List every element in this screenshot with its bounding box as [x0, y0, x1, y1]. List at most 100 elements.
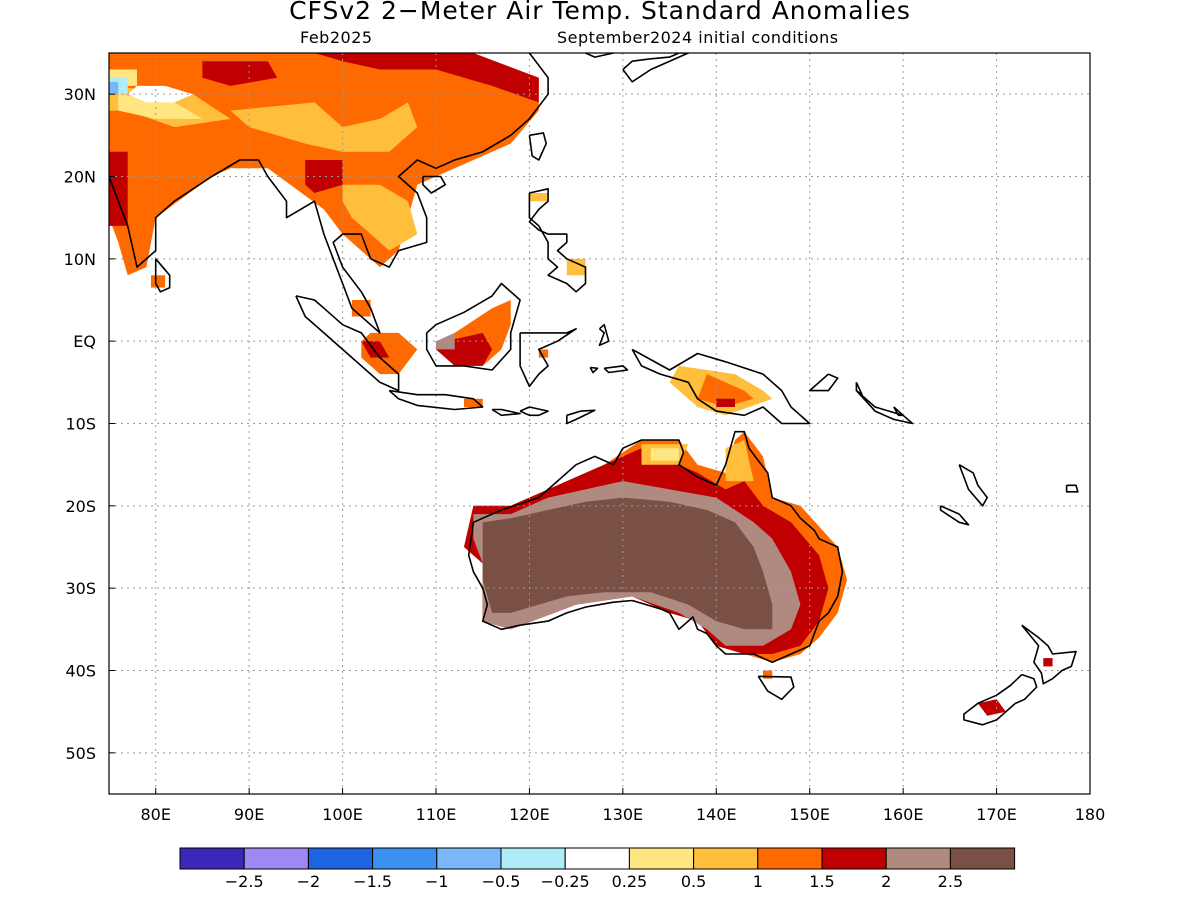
coastline — [808, 373, 839, 392]
colorbar-swatch — [693, 847, 759, 870]
colorbar-label: 2 — [881, 872, 891, 891]
coastline — [855, 389, 914, 425]
anomaly-fill-layer — [109, 53, 1053, 716]
coastline — [631, 348, 811, 425]
anomaly-region — [697, 374, 754, 407]
lon-label: 140E — [696, 805, 737, 824]
coastline — [295, 295, 400, 392]
colorbar-label: −1 — [425, 872, 449, 891]
coastline — [528, 188, 587, 293]
lon-label: 130E — [603, 805, 644, 824]
lat-label: 30N — [64, 85, 96, 104]
coastline — [519, 327, 577, 388]
colorbar-swatch — [885, 847, 951, 870]
lon-label: 110E — [416, 805, 457, 824]
lon-label: 180 — [1075, 805, 1106, 824]
anomaly-region — [650, 448, 679, 461]
colorbar-label: 1.5 — [809, 872, 834, 891]
anomaly-region — [230, 102, 418, 152]
anomaly-region — [566, 258, 586, 276]
lat-label: 30S — [65, 579, 96, 598]
lon-label: 170E — [976, 805, 1017, 824]
anomaly-region — [538, 349, 549, 358]
latitude-labels: 30N 20N 10N EQ 10S 20S 30S 40S 50S — [64, 85, 115, 763]
anomaly-region — [361, 341, 390, 358]
longitude-labels: 80E 90E 100E 110E 120E 130E 140E 150E 160E 170E 18… — [140, 788, 1105, 824]
initial-conditions: September2024 initial conditions — [557, 28, 839, 47]
coastline — [425, 282, 521, 371]
lat-label: 20N — [64, 168, 96, 187]
anomaly-region — [977, 699, 1006, 716]
coastline — [939, 505, 970, 526]
anomaly-region — [314, 53, 539, 103]
anomaly-region — [1043, 658, 1053, 667]
forecast-month: Feb2025 — [300, 28, 373, 47]
colorbar-label: −1.5 — [353, 872, 392, 891]
colorbar-label: 2.5 — [938, 872, 963, 891]
colorbar-swatch — [372, 847, 438, 870]
colorbar-label: 0.25 — [612, 872, 648, 891]
graticule — [109, 53, 1090, 794]
anomaly-region — [716, 398, 735, 407]
colorbar-swatch — [757, 847, 823, 870]
lon-label: 120E — [509, 805, 550, 824]
colorbar-label: 0.5 — [681, 872, 706, 891]
lat-label: 10N — [64, 250, 96, 269]
lat-label: 40S — [65, 662, 96, 681]
coastline — [598, 323, 610, 347]
coastline — [528, 132, 548, 161]
coastline — [154, 258, 171, 293]
colorbar-label: −0.25 — [541, 872, 590, 891]
anomaly-region — [305, 160, 343, 193]
coastline — [585, 53, 614, 58]
anomaly-region — [109, 81, 119, 95]
coastline — [109, 53, 549, 334]
lon-label: 160E — [883, 805, 924, 824]
coastline — [589, 366, 599, 374]
lat-label: 50S — [65, 744, 96, 763]
coastline — [893, 406, 904, 417]
colorbar-label: −2.5 — [225, 872, 264, 891]
coastline — [388, 389, 484, 411]
colorbar-swatch — [564, 847, 630, 870]
lon-label: 150E — [789, 805, 830, 824]
anomaly-region — [151, 275, 166, 288]
coastline — [757, 675, 795, 701]
lon-label: 80E — [140, 805, 170, 824]
anomaly-region — [529, 193, 549, 202]
colorbar-label: 1 — [753, 872, 763, 891]
anomaly-region — [464, 398, 483, 407]
anomaly-region — [127, 85, 194, 103]
colorbar-swatch — [821, 847, 887, 870]
coastline — [491, 408, 521, 417]
colorbar-swatch — [179, 847, 245, 870]
colorbar-swatch — [949, 847, 1016, 870]
coastline — [958, 464, 989, 507]
anomaly-region — [342, 184, 418, 251]
coastline — [467, 430, 844, 664]
anomaly-region — [725, 440, 754, 482]
lat-label: 10S — [65, 415, 96, 434]
lon-label: 90E — [234, 805, 264, 824]
colorbar-swatch — [628, 847, 695, 870]
colorbar-label: −0.5 — [482, 872, 521, 891]
anomaly-region — [482, 497, 773, 630]
coastline — [855, 381, 863, 396]
colorbar-swatch — [243, 847, 309, 870]
colorbar-swatch — [307, 847, 374, 870]
anomaly-region — [109, 151, 128, 226]
coastline — [519, 406, 549, 417]
anomaly-region — [118, 94, 203, 119]
anomaly-region — [763, 670, 773, 679]
coastlines — [109, 53, 1079, 726]
colorbar-swatch — [436, 847, 502, 870]
coastline — [963, 673, 1038, 726]
coastline — [565, 409, 596, 425]
coastline — [622, 53, 690, 83]
lat-label: 20S — [65, 497, 96, 516]
coastline — [1021, 624, 1077, 685]
map-title: CFSv2 2−Meter Air Temp. Standard Anomali… — [289, 0, 911, 25]
coastline — [1065, 484, 1079, 493]
coastline — [589, 53, 591, 54]
